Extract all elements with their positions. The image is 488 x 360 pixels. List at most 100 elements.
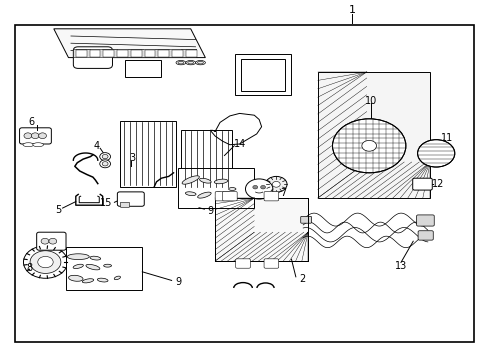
Ellipse shape bbox=[82, 279, 94, 283]
Ellipse shape bbox=[114, 276, 120, 280]
Circle shape bbox=[417, 140, 454, 167]
FancyBboxPatch shape bbox=[73, 47, 112, 68]
Circle shape bbox=[102, 154, 108, 159]
Text: 8: 8 bbox=[26, 263, 32, 273]
Circle shape bbox=[272, 181, 280, 187]
Bar bbox=[215, 198, 307, 261]
Bar bbox=[154, 49, 169, 56]
Ellipse shape bbox=[23, 143, 34, 147]
Circle shape bbox=[41, 238, 49, 244]
FancyBboxPatch shape bbox=[264, 192, 278, 201]
Text: 2: 2 bbox=[299, 274, 305, 284]
Bar bbox=[144, 50, 155, 57]
Ellipse shape bbox=[182, 176, 199, 184]
Circle shape bbox=[265, 176, 286, 192]
FancyBboxPatch shape bbox=[235, 259, 250, 268]
Text: 9: 9 bbox=[175, 276, 181, 287]
Ellipse shape bbox=[90, 256, 101, 260]
Bar bbox=[124, 60, 161, 77]
Text: 12: 12 bbox=[431, 179, 444, 189]
Circle shape bbox=[23, 246, 67, 278]
Ellipse shape bbox=[214, 179, 227, 184]
Ellipse shape bbox=[195, 60, 205, 65]
Bar bbox=[172, 50, 183, 57]
FancyBboxPatch shape bbox=[412, 178, 431, 190]
Text: 1: 1 bbox=[348, 5, 355, 15]
Ellipse shape bbox=[197, 192, 211, 198]
Bar bbox=[76, 50, 86, 57]
Ellipse shape bbox=[178, 62, 183, 64]
Ellipse shape bbox=[228, 188, 235, 190]
Ellipse shape bbox=[215, 192, 224, 195]
Ellipse shape bbox=[185, 60, 195, 65]
Bar bbox=[89, 50, 100, 57]
FancyBboxPatch shape bbox=[264, 259, 278, 268]
Bar bbox=[120, 121, 176, 187]
Text: 7: 7 bbox=[280, 188, 286, 198]
Text: 10: 10 bbox=[364, 96, 376, 106]
Ellipse shape bbox=[33, 143, 43, 147]
Circle shape bbox=[39, 133, 46, 139]
Ellipse shape bbox=[199, 178, 211, 183]
Bar bbox=[76, 49, 90, 56]
Circle shape bbox=[24, 133, 32, 139]
Bar bbox=[66, 247, 142, 290]
Bar bbox=[240, 59, 285, 91]
Circle shape bbox=[332, 119, 405, 173]
Circle shape bbox=[100, 153, 110, 161]
FancyBboxPatch shape bbox=[300, 216, 311, 223]
Circle shape bbox=[100, 160, 110, 168]
Text: 4: 4 bbox=[94, 141, 100, 151]
Bar bbox=[234, 54, 290, 95]
Ellipse shape bbox=[187, 62, 193, 64]
FancyBboxPatch shape bbox=[117, 192, 144, 206]
Circle shape bbox=[38, 256, 53, 268]
Bar bbox=[181, 130, 232, 189]
Bar bbox=[181, 49, 195, 56]
Circle shape bbox=[31, 133, 39, 139]
Ellipse shape bbox=[97, 278, 108, 282]
Circle shape bbox=[30, 251, 61, 274]
Bar bbox=[117, 50, 127, 57]
Bar bbox=[15, 25, 473, 342]
Bar bbox=[158, 50, 169, 57]
FancyBboxPatch shape bbox=[215, 192, 229, 201]
Bar bbox=[73, 49, 195, 57]
Bar bbox=[215, 198, 307, 261]
Ellipse shape bbox=[73, 264, 83, 269]
Bar bbox=[185, 50, 196, 57]
Bar bbox=[317, 72, 429, 198]
Ellipse shape bbox=[86, 264, 100, 270]
FancyBboxPatch shape bbox=[416, 215, 433, 226]
FancyBboxPatch shape bbox=[222, 192, 237, 201]
Bar bbox=[102, 49, 117, 56]
FancyBboxPatch shape bbox=[20, 128, 51, 144]
Ellipse shape bbox=[68, 275, 83, 281]
Polygon shape bbox=[54, 29, 205, 58]
Circle shape bbox=[361, 140, 376, 151]
Circle shape bbox=[49, 238, 57, 244]
Text: 9: 9 bbox=[207, 206, 213, 216]
Text: 14: 14 bbox=[233, 139, 245, 149]
Circle shape bbox=[252, 185, 257, 189]
Ellipse shape bbox=[67, 254, 89, 260]
Text: 6: 6 bbox=[29, 117, 35, 127]
Ellipse shape bbox=[103, 264, 111, 267]
Circle shape bbox=[260, 185, 265, 189]
FancyBboxPatch shape bbox=[120, 202, 129, 207]
Bar bbox=[131, 50, 142, 57]
Circle shape bbox=[245, 179, 272, 199]
Bar bbox=[103, 50, 114, 57]
Text: 13: 13 bbox=[394, 261, 407, 271]
FancyBboxPatch shape bbox=[37, 232, 66, 250]
Circle shape bbox=[102, 162, 108, 166]
Bar bbox=[128, 49, 142, 56]
Bar bbox=[178, 168, 254, 208]
FancyBboxPatch shape bbox=[417, 231, 432, 240]
Ellipse shape bbox=[185, 192, 196, 195]
Text: 3: 3 bbox=[129, 153, 135, 163]
Text: 15: 15 bbox=[100, 198, 113, 208]
Text: 5: 5 bbox=[56, 204, 61, 215]
Ellipse shape bbox=[176, 60, 185, 65]
Ellipse shape bbox=[197, 62, 203, 64]
